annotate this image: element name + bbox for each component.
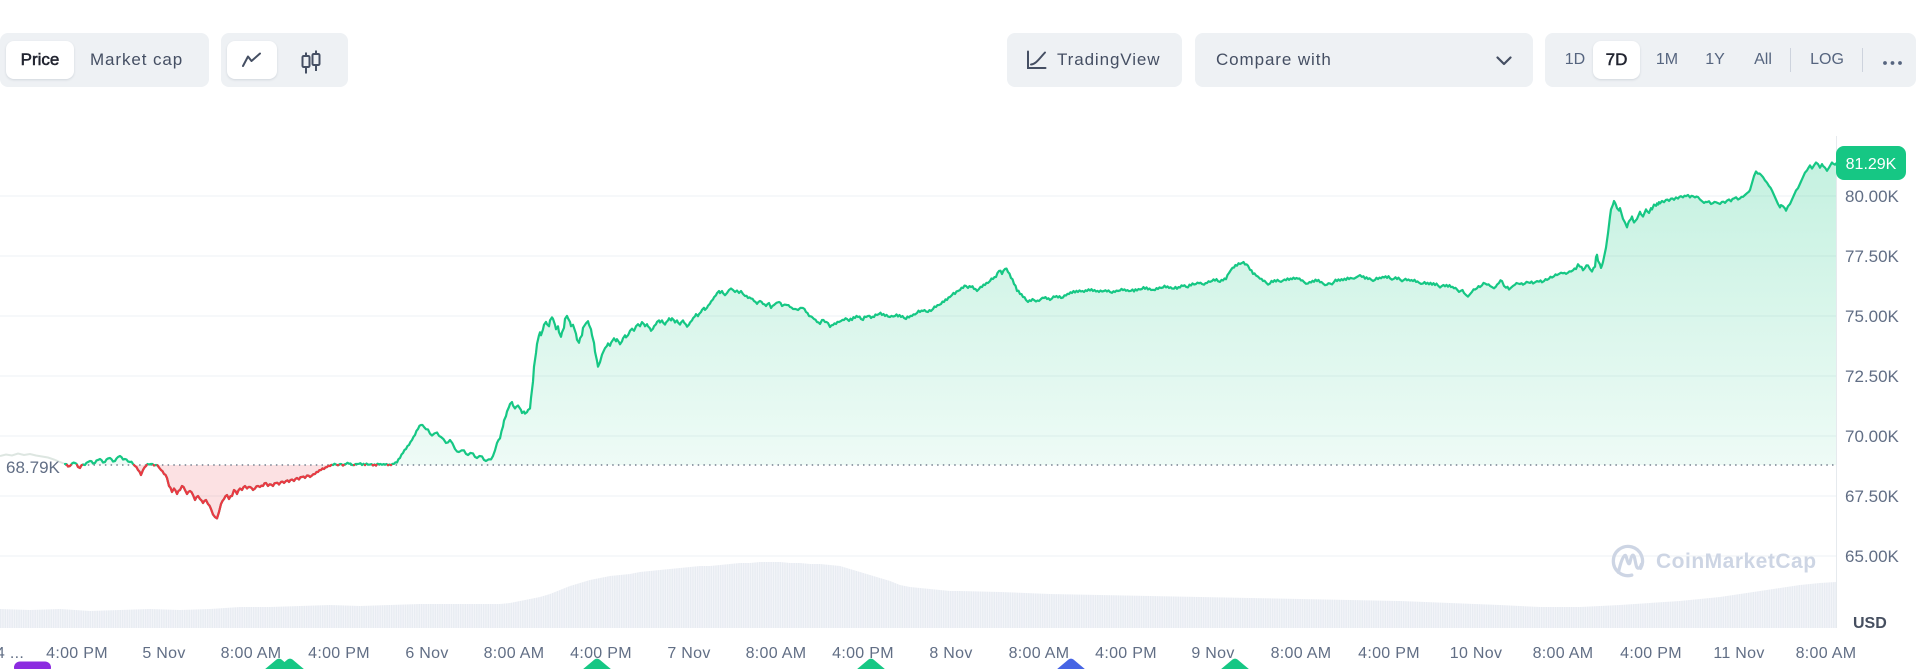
svg-text:4:00 PM: 4:00 PM xyxy=(1095,645,1157,662)
svg-text:67.50K: 67.50K xyxy=(1845,487,1900,506)
svg-text:4:00 PM: 4:00 PM xyxy=(832,645,894,662)
svg-text:8:00 AM: 8:00 AM xyxy=(1533,645,1594,662)
svg-text:USD: USD xyxy=(1853,615,1887,632)
svg-text:4:00 PM: 4:00 PM xyxy=(570,645,632,662)
svg-text:10 Nov: 10 Nov xyxy=(1450,645,1503,662)
svg-text:8 Nov: 8 Nov xyxy=(929,645,972,662)
svg-text:80.00K: 80.00K xyxy=(1845,187,1900,206)
svg-text:8:00 AM: 8:00 AM xyxy=(221,645,282,662)
svg-text:68.79K: 68.79K xyxy=(6,458,61,477)
svg-text:8:00 AM: 8:00 AM xyxy=(1796,645,1857,662)
svg-text:65.00K: 65.00K xyxy=(1845,547,1900,566)
svg-text:4:00 PM: 4:00 PM xyxy=(308,645,370,662)
svg-text:11 Nov: 11 Nov xyxy=(1713,645,1764,662)
svg-text:75.00K: 75.00K xyxy=(1845,307,1900,326)
svg-text:5 Nov: 5 Nov xyxy=(142,645,185,662)
svg-text:4 ...: 4 ... xyxy=(0,645,24,662)
svg-text:6 Nov: 6 Nov xyxy=(405,645,448,662)
svg-text:70.00K: 70.00K xyxy=(1845,427,1900,446)
svg-text:8:00 AM: 8:00 AM xyxy=(1271,645,1332,662)
svg-text:4:00 PM: 4:00 PM xyxy=(1358,645,1420,662)
svg-text:77.50K: 77.50K xyxy=(1845,247,1900,266)
svg-text:4:00 PM: 4:00 PM xyxy=(1620,645,1682,662)
svg-text:CoinMarketCap: CoinMarketCap xyxy=(1656,550,1817,573)
svg-text:4:00 PM: 4:00 PM xyxy=(46,645,108,662)
svg-text:8:00 AM: 8:00 AM xyxy=(746,645,807,662)
svg-text:8:00 AM: 8:00 AM xyxy=(484,645,545,662)
svg-text:9 Nov: 9 Nov xyxy=(1191,645,1234,662)
svg-text:8:00 AM: 8:00 AM xyxy=(1009,645,1070,662)
svg-text:81.29K: 81.29K xyxy=(1846,156,1897,173)
svg-text:7 Nov: 7 Nov xyxy=(667,645,710,662)
svg-text:72.50K: 72.50K xyxy=(1845,367,1900,386)
